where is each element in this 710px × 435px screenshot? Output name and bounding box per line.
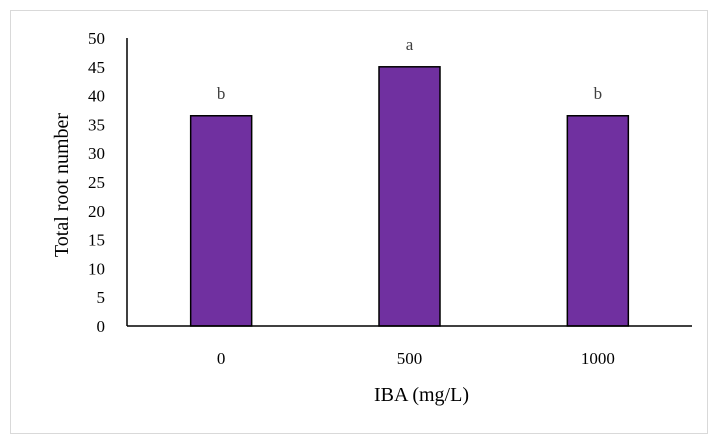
y-tick-label: 0 <box>97 317 106 336</box>
y-tick-label: 40 <box>88 87 105 106</box>
x-tick-label: 500 <box>397 349 423 368</box>
y-tick-label: 45 <box>88 58 105 77</box>
bar <box>189 115 253 327</box>
data-labels: b a b <box>217 35 602 103</box>
y-axis-title: Total root number <box>51 113 73 257</box>
y-tick-label: 25 <box>88 173 105 192</box>
bars <box>189 66 630 327</box>
bar <box>378 66 441 327</box>
bar-data-label: b <box>217 84 226 103</box>
x-axis-ticks: 0 500 1000 <box>217 349 615 368</box>
x-tick-label: 0 <box>217 349 226 368</box>
y-tick-label: 10 <box>88 259 105 278</box>
bar-data-label: b <box>594 84 603 103</box>
x-tick-label: 1000 <box>581 349 615 368</box>
bar <box>566 115 630 327</box>
y-tick-label: 50 <box>88 29 105 48</box>
y-tick-label: 5 <box>97 288 106 307</box>
y-tick-label: 20 <box>88 202 105 221</box>
y-tick-label: 30 <box>88 144 105 163</box>
y-axis-ticks: 0 5 10 15 20 25 30 35 40 45 50 <box>88 29 105 336</box>
y-tick-label: 15 <box>88 231 105 250</box>
y-tick-label: 35 <box>88 115 105 134</box>
x-axis-title: IBA (mg/L) <box>374 384 469 406</box>
bar-data-label: a <box>406 35 414 54</box>
